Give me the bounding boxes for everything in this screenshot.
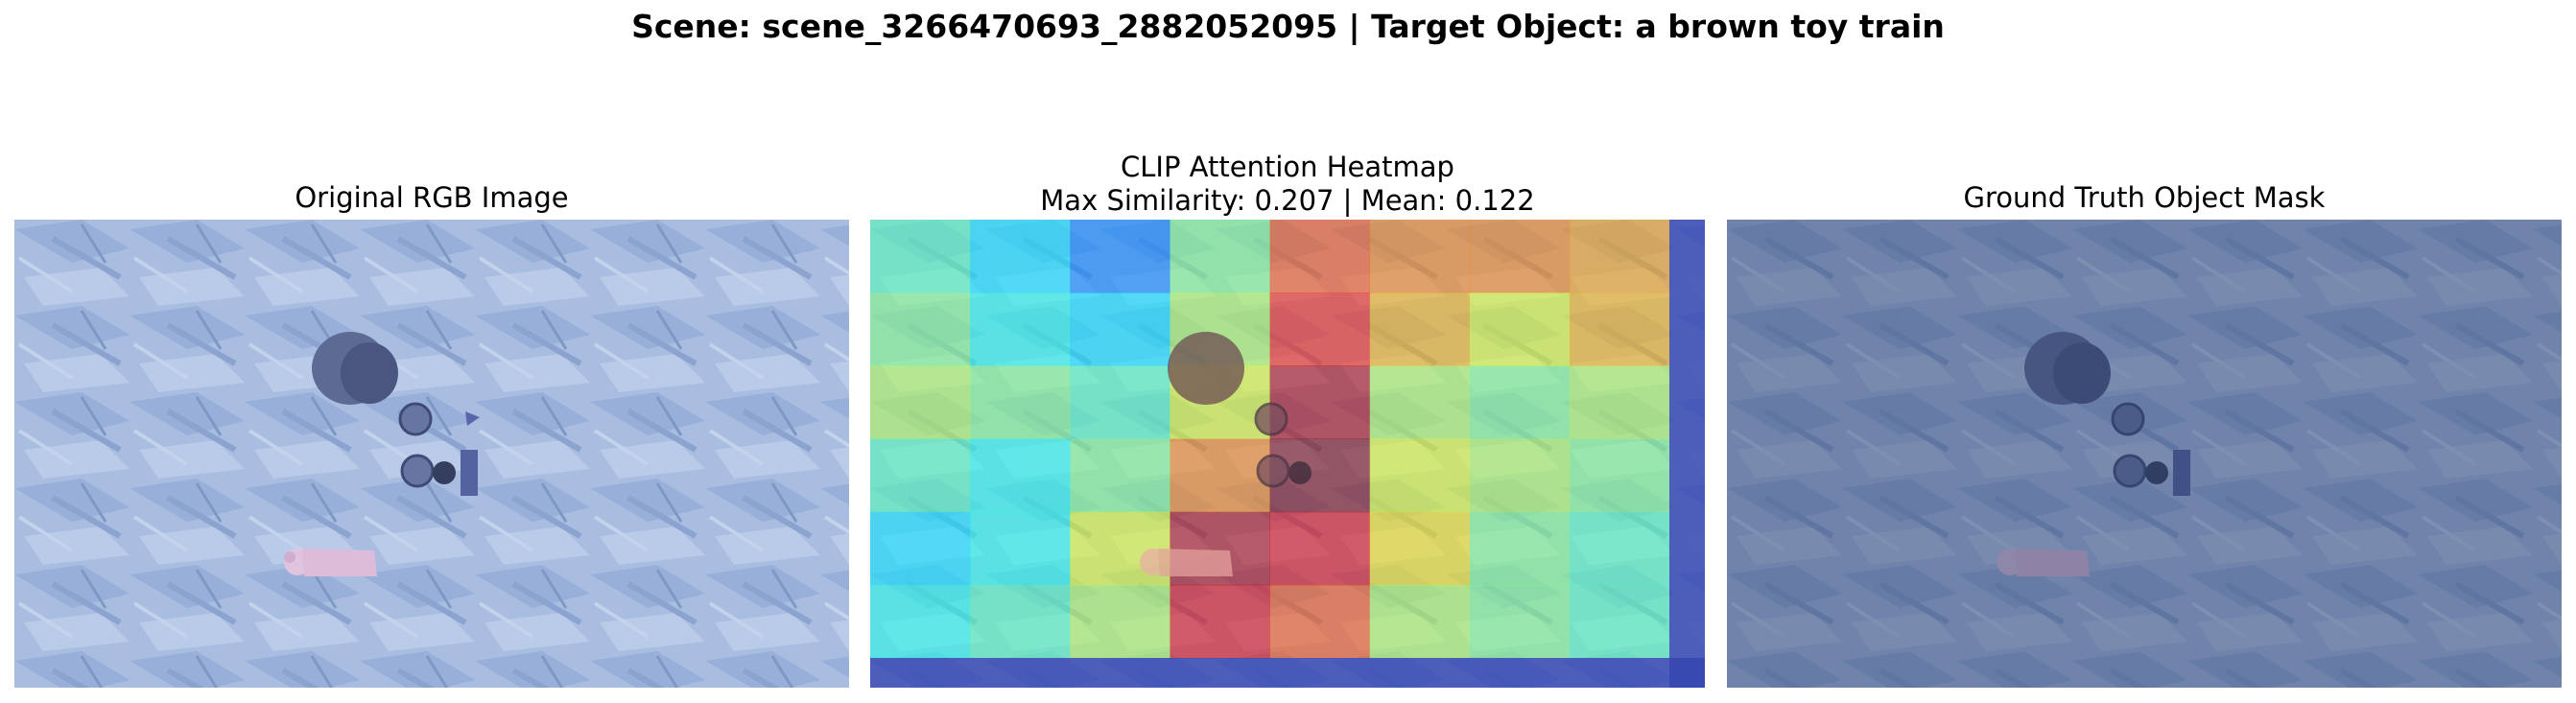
heatmap-cell (1569, 584, 1670, 659)
heatmap-cell (1569, 438, 1670, 513)
scene-graphic-mask (1727, 220, 2562, 688)
heatmap-cell (1170, 584, 1270, 659)
heatmap-cell (1170, 220, 1270, 293)
heatmap-cell (870, 438, 971, 513)
heatmap-cell (1070, 438, 1170, 513)
scene-objects-mask (1997, 332, 2190, 576)
heatmap-cell (1369, 220, 1471, 293)
heatmap-cell (1369, 511, 1471, 586)
heatmap-cell (970, 584, 1071, 659)
heatmap-graphic (870, 220, 1705, 688)
heatmap-cell (1070, 584, 1170, 659)
heatmap-cell (970, 511, 1071, 586)
heatmap-border-bottom (870, 658, 1705, 688)
heatmap-cell (870, 293, 971, 366)
heatmap-cell (1269, 365, 1371, 439)
panel-title-heatmap: CLIP Attention Heatmap Max Similarity: 0… (870, 151, 1705, 218)
heatmap-cell (1070, 365, 1170, 439)
heatmap-title-line1: CLIP Attention Heatmap (1121, 151, 1454, 183)
heatmap-cell (1469, 511, 1571, 586)
heatmap-cell (1070, 293, 1170, 366)
heatmap-cell (1569, 511, 1670, 586)
heatmap-cell (1469, 584, 1571, 659)
scene-objects-heatmap (1140, 332, 1312, 576)
figure-suptitle: Scene: scene_3266470693_2882052095 | Tar… (631, 8, 1945, 45)
heatmap-cell (1369, 365, 1471, 439)
heatmap-title-line2: Max Similarity: 0.207 | Mean: 0.122 (1040, 184, 1535, 217)
heatmap-cell (1269, 511, 1371, 586)
scene-graphic-original (14, 220, 849, 688)
heatmap-cell (1070, 220, 1170, 293)
heatmap-cell (1469, 438, 1571, 513)
heatmap-cell (1269, 584, 1371, 659)
heatmap-cell (970, 293, 1071, 366)
original-rgb-image (14, 220, 849, 688)
panel-title-mask: Ground Truth Object Mask (1963, 181, 2326, 214)
clip-attention-heatmap (870, 220, 1705, 688)
heatmap-cell (870, 365, 971, 439)
heatmap-cell (870, 511, 971, 586)
heatmap-cell (1569, 365, 1670, 439)
heatmap-cell (1369, 584, 1471, 659)
heatmap-cell (1170, 438, 1270, 513)
panel-title-original: Original RGB Image (295, 181, 569, 214)
heatmap-cell (1569, 293, 1670, 366)
heatmap-cell (1569, 220, 1670, 293)
heatmap-cell (1269, 293, 1371, 366)
heatmap-cell (870, 220, 971, 293)
scene-objects (284, 332, 480, 576)
heatmap-cell (970, 365, 1071, 439)
heatmap-cell (870, 584, 971, 659)
heatmap-cell (1369, 438, 1471, 513)
mask-tint-overlay (1727, 220, 2562, 688)
heatmap-cell (1269, 220, 1371, 293)
heatmap-cell (970, 438, 1071, 513)
heatmap-cell (1469, 293, 1571, 366)
heatmap-cell (1469, 220, 1571, 293)
heatmap-cell (1469, 365, 1571, 439)
heatmap-cell (1369, 293, 1471, 366)
heatmap-border-right (1669, 220, 1705, 688)
heatmap-cells (870, 220, 1670, 659)
ground-truth-object-mask (1727, 220, 2562, 688)
heatmap-cell (970, 220, 1071, 293)
